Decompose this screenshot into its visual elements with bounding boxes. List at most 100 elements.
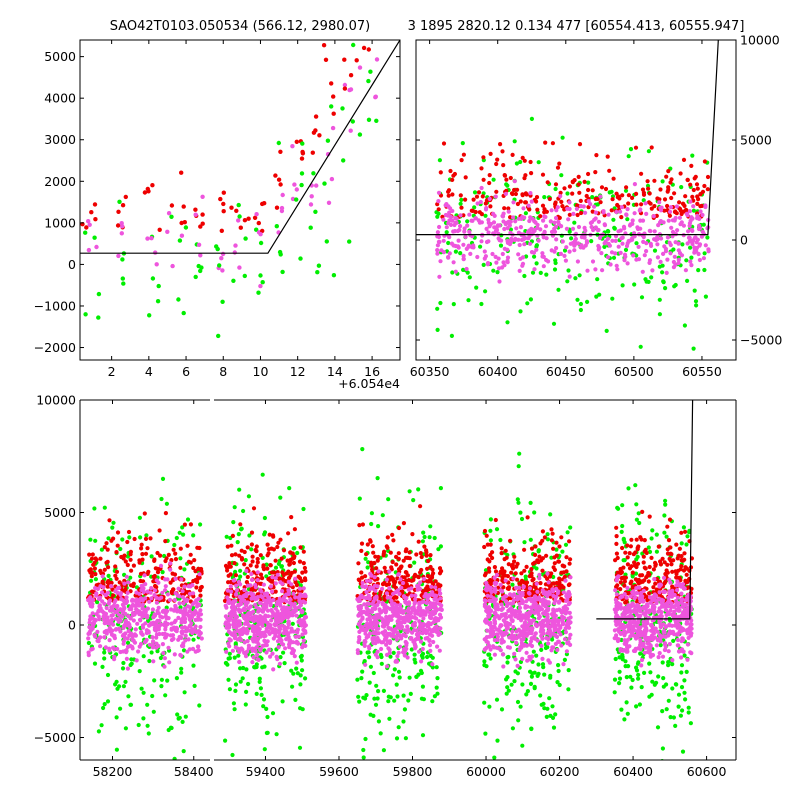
full-point-pink [619,205,625,210]
all-point-pink [255,652,260,658]
all-point-pink [157,618,162,623]
all-point-green [532,510,537,515]
all-point-red [509,570,514,575]
all-point-red [488,542,493,547]
full-point-pink [596,219,602,224]
all-point-pink [280,589,285,594]
full-point-pink [668,242,673,248]
all-point-red [89,556,95,561]
all-point-red [268,563,273,568]
all-point-red [549,538,555,543]
full-point-pink [528,191,533,196]
full-point-pink [521,237,526,242]
full-point-red [669,177,674,182]
all-point-pink [535,589,540,594]
all-point-green [93,577,98,582]
all-point-pink [98,584,103,589]
all-point-green [488,538,493,543]
full-point-red [702,183,707,189]
all-point-green [127,535,132,540]
full-point-green [649,275,654,280]
full-point-pink [610,238,615,243]
zoom-point-pink [314,183,319,188]
all-point-green [178,605,183,610]
all-point-green [265,714,270,720]
all-point-pink [422,594,427,599]
zoom-point-green [147,313,152,318]
all-point-pink [291,591,296,596]
all-point-red [359,548,364,554]
zoom-point-green [216,333,221,339]
zoom-point-pink [294,187,299,192]
full-point-pink [450,208,455,214]
full-point-red [593,196,598,202]
all-point-green [227,651,232,656]
all-point-pink [190,611,195,616]
all-point-green [534,653,539,658]
all-point-green [264,730,269,736]
all-point-green [363,736,368,742]
all-point-pink [147,623,152,628]
zoom-point-green [254,227,259,232]
full-point-red [508,175,513,181]
all-point-green [375,476,380,481]
all-point-red [123,559,128,564]
zoom-point-green [329,104,334,109]
zoom-point-green [236,202,241,208]
all-point-green [538,693,543,698]
all-point-pink [249,577,255,583]
all-point-pink [149,586,154,591]
title-left: SAO42T0103.050534 (566.12, 2980.07) [110,19,371,34]
all-point-green [100,664,105,670]
all-point-green [233,682,239,687]
all-point-green [111,520,116,525]
all-point-red [372,560,377,566]
all-point-red [172,572,178,577]
full-point-pink [677,215,683,220]
zoom-point-green [242,273,247,279]
all-point-green [303,676,308,681]
full-point-green [472,190,478,195]
all-point-green [550,704,555,709]
all-point-red [163,539,168,544]
all-point-pink [403,596,409,601]
all-point-green [396,725,401,730]
all-point-green [392,698,397,703]
all-point-pink [177,601,182,606]
all-point-pink [369,573,374,578]
all-point-green [96,729,101,734]
full-point-pink [521,233,526,238]
all-point-green [509,682,514,687]
full-point-pink [471,243,476,248]
full-point-green [434,210,439,215]
all-point-green [386,497,391,502]
full-point-red [582,179,587,184]
all-point-green [419,670,424,676]
full-point-green [465,270,470,275]
full-point-red [463,197,468,202]
full-point-green [508,227,513,232]
all-point-pink [279,641,284,646]
zoom-point-green [311,171,316,176]
all-point-green [434,665,439,670]
zoom-ytick-label: 2000 [44,174,76,189]
full-point-pink [605,236,611,241]
full-point-pink [614,209,619,215]
all-point-pink [255,657,260,662]
all-point-pink [242,587,247,593]
all-point-red [298,545,303,550]
all-point-red [266,577,271,582]
all-point-red [273,558,278,563]
all-point-green [432,535,437,541]
all-point-pink [370,601,375,607]
all-point-pink [113,616,119,621]
all-point-red [289,515,294,520]
all-point-red [229,553,235,558]
zoom-point-pink [236,218,241,223]
all-point-green [541,701,546,707]
all-point-green [185,517,191,522]
all-point-green [548,675,553,680]
all-point-green [362,659,367,664]
full-point-pink [470,218,475,223]
all-point-pink [258,646,263,652]
